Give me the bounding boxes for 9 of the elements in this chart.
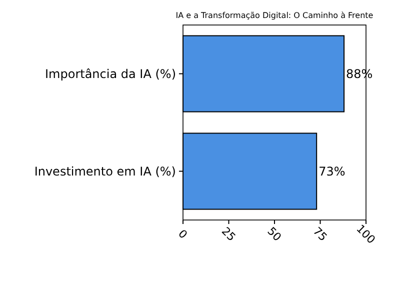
x-tick-label: 50 — [264, 224, 284, 244]
y-tick-label: Investimento em IA (%) — [34, 164, 176, 178]
y-tick-label: Importância da IA (%) — [45, 66, 176, 81]
chart-title: IA e a Transformação Digital: O Caminho à Frente — [176, 11, 374, 20]
data-label: 73% — [318, 164, 346, 178]
x-tick-label: 100 — [354, 222, 378, 246]
x-tick-label: 25 — [218, 224, 238, 244]
x-tick-label: 75 — [310, 224, 330, 244]
x-tick-label: 0 — [176, 227, 190, 242]
